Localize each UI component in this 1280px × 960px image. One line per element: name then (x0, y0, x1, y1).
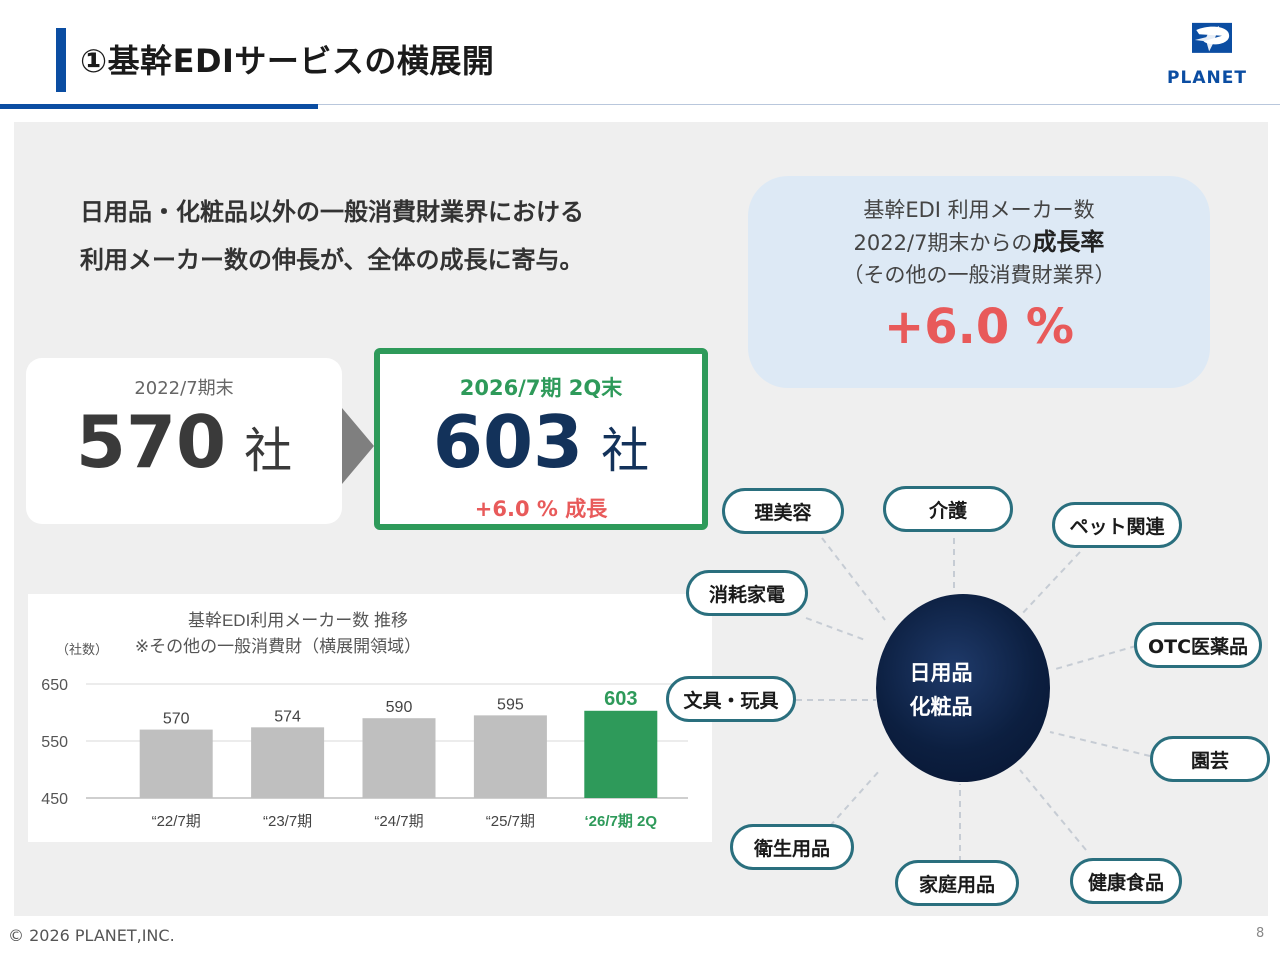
header-divider (0, 104, 1280, 105)
node-stationery-toys: 文具・玩具 (666, 676, 796, 722)
bar (362, 718, 436, 798)
bar-value-label: 570 (163, 711, 190, 728)
bar-value-label: 574 (274, 708, 301, 725)
page-title: ①基幹EDIサービスの横展開 (80, 42, 495, 80)
card-2022: 2022/7期末 570 社 (26, 358, 342, 524)
node-beauty: 理美容 (722, 488, 844, 534)
headline-line-2: 利用メーカー数の伸長が、全体の成長に寄与。 (80, 246, 584, 274)
growth-box-label: 基幹EDI 利用メーカー数 (863, 198, 1095, 222)
x-tick-label: “22/7期 (152, 813, 201, 830)
node-consumable-appliances: 消耗家電 (686, 570, 808, 616)
chart-title: 基幹EDI利用メーカー数 推移 (188, 610, 408, 630)
y-tick-label: 550 (41, 734, 68, 751)
chart-subtitle: ※その他の一般消費財（横展開領域） (135, 637, 421, 656)
y-tick-label: 450 (41, 791, 68, 808)
growth-box-period-bold: 成長率 (1032, 228, 1105, 256)
card-2022-caption: 2022/7期末 (134, 378, 234, 399)
bar (251, 727, 325, 798)
connector-line (829, 769, 881, 827)
page-number: 8 (1256, 926, 1265, 941)
x-tick-label: “23/7期 (263, 813, 312, 830)
bar (473, 715, 547, 798)
bar-value-label: 590 (386, 699, 413, 716)
card-2022-unit: 社 (244, 423, 293, 479)
node-health-food: 健康食品 (1070, 858, 1182, 904)
growth-box-period-prefix: 2022/7期末からの (853, 231, 1033, 255)
bar-value-label: 595 (497, 696, 524, 713)
headline-line-1: 日用品・化粧品以外の一般消費財業界における (80, 198, 584, 226)
arrow-right-icon (342, 408, 374, 484)
card-2026-unit: 社 (601, 423, 650, 479)
card-2022-value-row: 570 社 (26, 402, 342, 491)
title-accent-bar (56, 28, 66, 92)
x-tick-label: “25/7期 (486, 813, 535, 830)
growth-rate-box: 基幹EDI 利用メーカー数 2022/7期末からの成長率 （その他の一般消費財業… (748, 176, 1210, 388)
growth-box-scope: （その他の一般消費財業界） (842, 263, 1116, 287)
hub-label-line-1: 日用品 (909, 661, 973, 685)
growth-box-value: +6.0 % (883, 299, 1075, 355)
x-tick-label: “24/7期 (374, 813, 423, 830)
connector-line (805, 617, 866, 641)
logo-wordmark: PLANET (1167, 68, 1247, 88)
diagram-connectors (796, 537, 1151, 862)
bar-chart: 基幹EDI利用メーカー数 推移 ※その他の一般消費財（横展開領域） （社数） 450 5… (28, 594, 712, 842)
hub-label: 日用品 化粧品 (876, 656, 1006, 724)
card-2022-value: 570 (75, 400, 227, 484)
connector-line (1019, 551, 1081, 617)
connector-line (1019, 769, 1087, 851)
growth-box-period: 2022/7期末からの成長率 (748, 226, 1210, 259)
card-2026-caption: 2026/7期 2Q末 (459, 376, 623, 400)
headline: 日用品・化粧品以外の一般消費財業界における 利用メーカー数の伸長が、全体の成長に… (80, 188, 584, 284)
bar-chart-svg: 基幹EDI利用メーカー数 推移 ※その他の一般消費財（横展開領域） （社数） 450 5… (41, 610, 688, 830)
card-2026-value-row: 603 社 (380, 402, 702, 491)
y-tick-label: 650 (41, 677, 68, 694)
node-sanitary: 衛生用品 (730, 824, 854, 870)
node-nursing-care: 介護 (883, 486, 1013, 532)
chart-ylabel: （社数） (56, 642, 108, 657)
node-otc-medicine: OTC医薬品 (1134, 622, 1262, 668)
bar (584, 710, 658, 798)
planet-logo-icon (1192, 22, 1232, 53)
node-household: 家庭用品 (895, 860, 1019, 906)
card-2026-value: 603 (432, 400, 584, 484)
copyright: © 2026 PLANET,INC. (8, 926, 175, 945)
connector-line (821, 537, 886, 621)
x-tick-label: ‘26/7期 2Q (585, 812, 658, 830)
hub-label-line-2: 化粧品 (909, 695, 973, 719)
node-pet: ペット関連 (1052, 502, 1182, 548)
header-divider-accent (0, 104, 318, 109)
diagram-hub (876, 594, 1050, 782)
node-gardening: 園芸 (1150, 736, 1270, 782)
card-2026-growth: +6.0 % 成長 (474, 497, 608, 521)
bar-value-label: 603 (604, 688, 637, 710)
connector-line (1051, 645, 1137, 671)
card-2026: 2026/7期 2Q末 603 社 +6.0 % 成長 (374, 348, 708, 530)
bar (139, 729, 213, 798)
connector-line (1049, 731, 1151, 757)
